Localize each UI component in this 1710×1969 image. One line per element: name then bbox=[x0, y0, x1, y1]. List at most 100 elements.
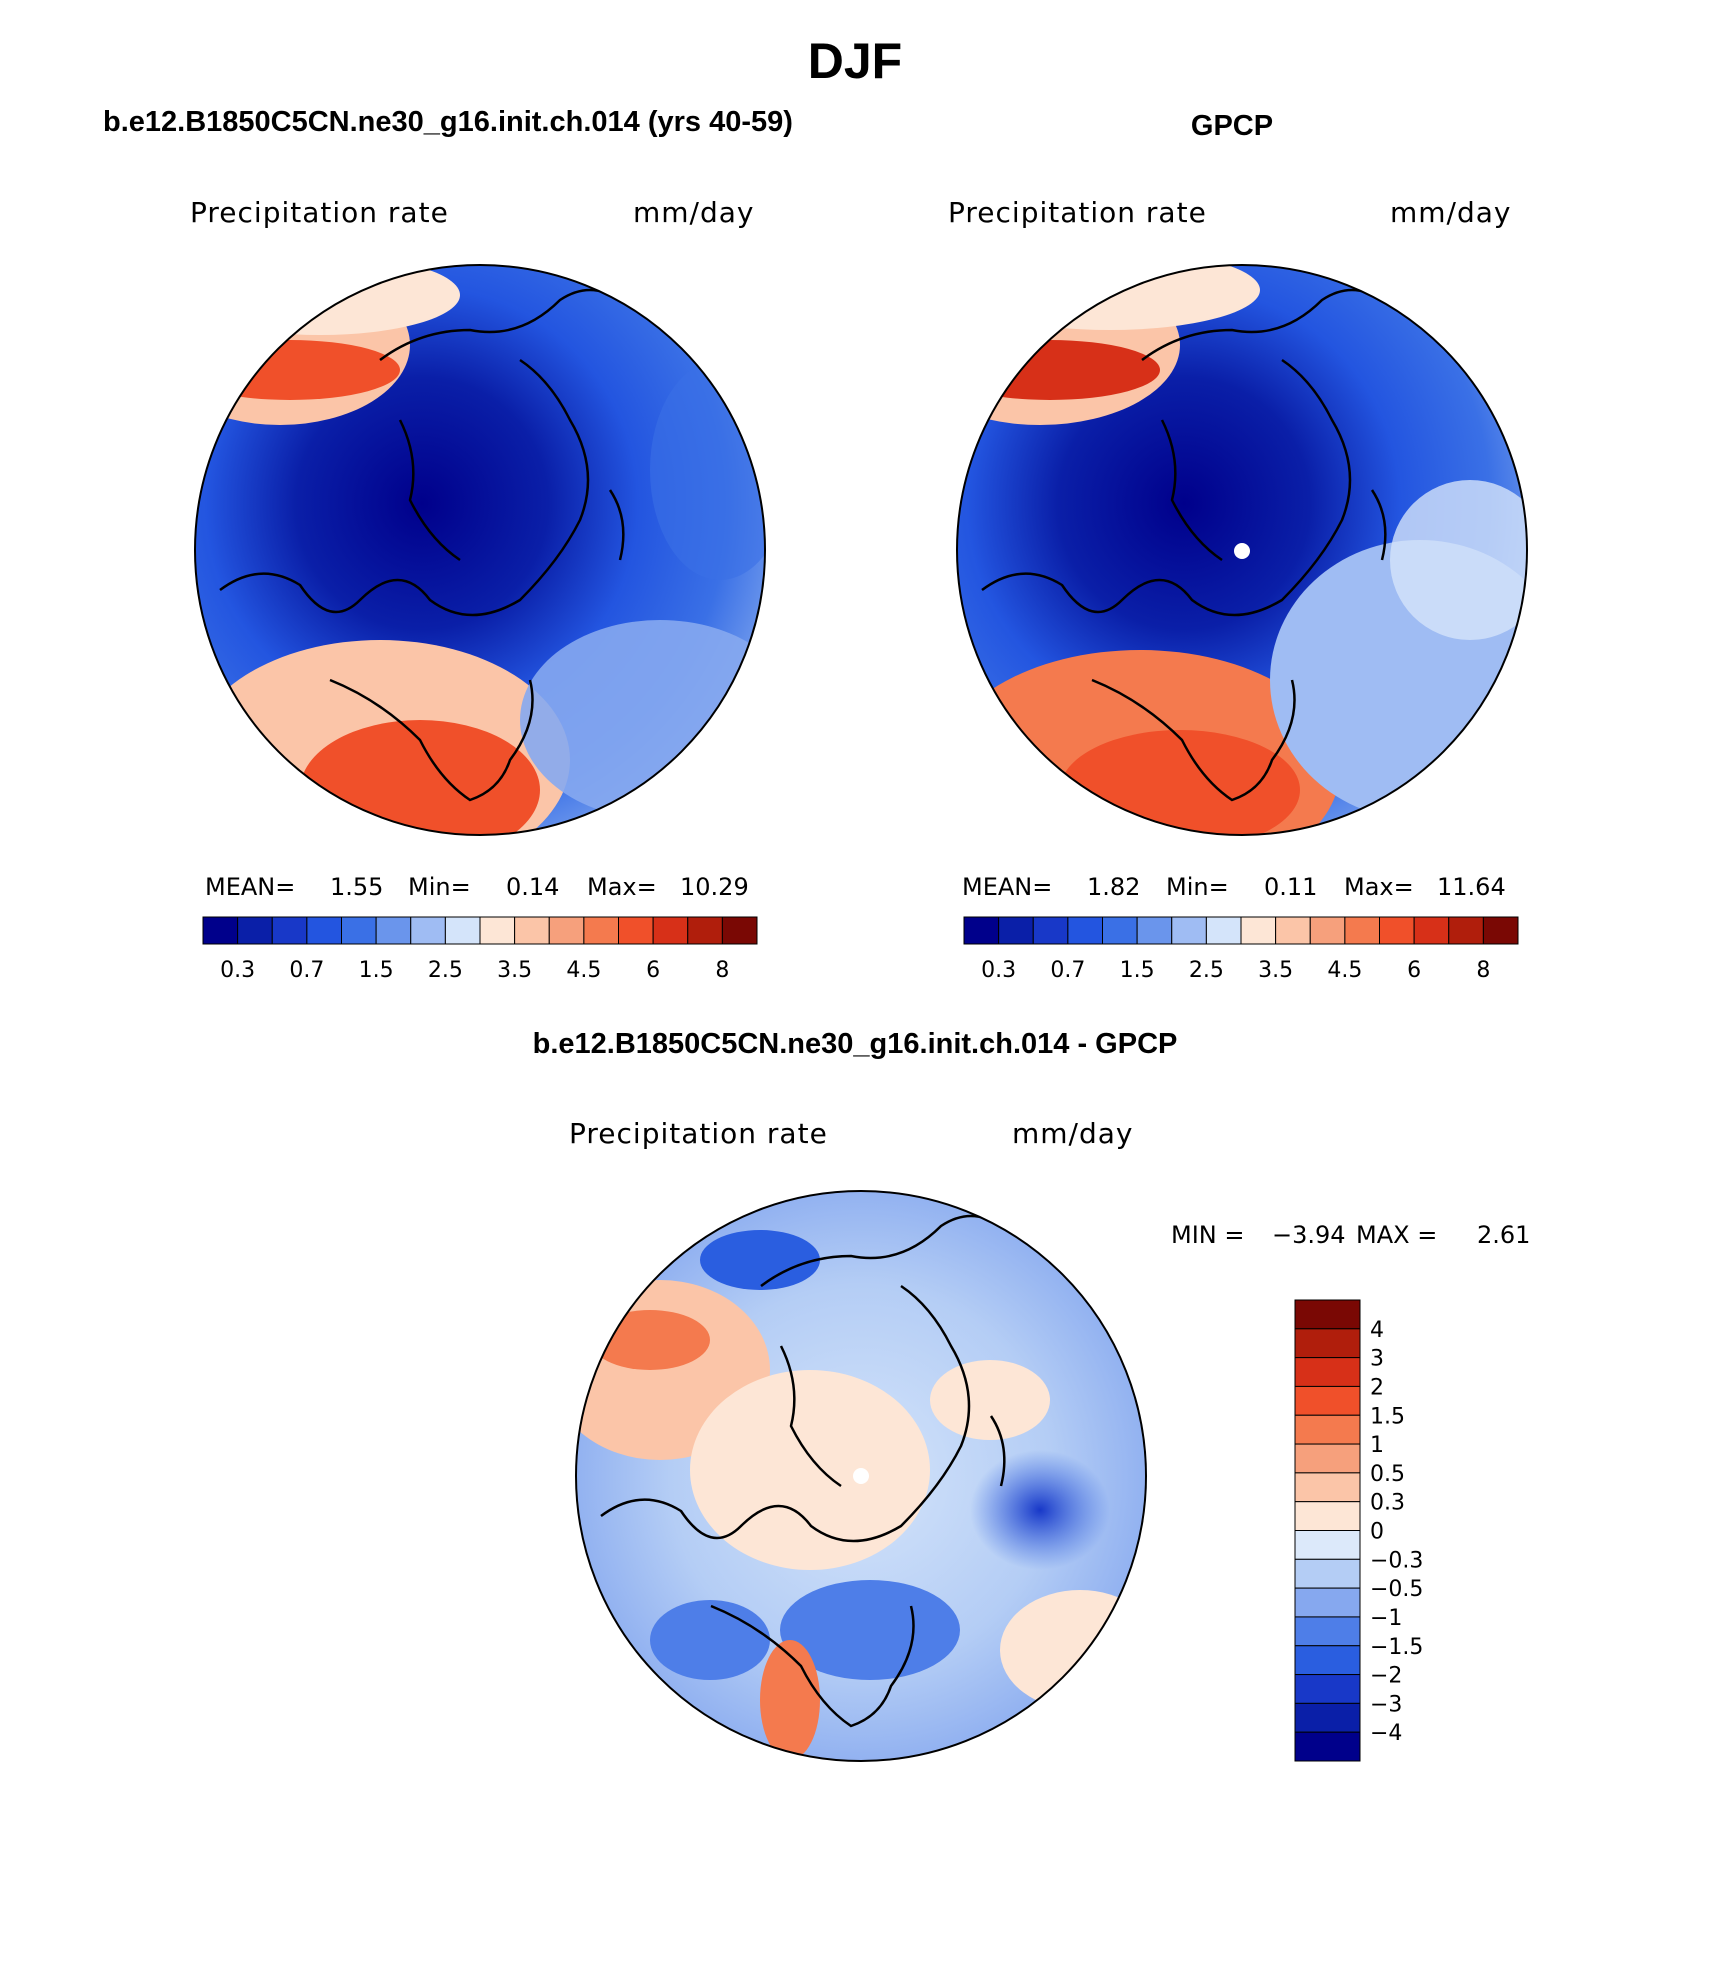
panel-2-pole-marker bbox=[1234, 543, 1250, 559]
panel-2-colorbar-tick-label: 0.7 bbox=[1050, 958, 1085, 983]
panel-3-colorbar-tick-label: 2 bbox=[1370, 1375, 1384, 1400]
panel-3-colorbar-tick-label: −4 bbox=[1370, 1721, 1402, 1746]
panel-1-colorbar-tick-label: 3.5 bbox=[497, 958, 532, 983]
panel-2-min-label: Min= bbox=[1166, 873, 1229, 901]
panel-2-colorbar-swatch bbox=[1413, 916, 1450, 945]
panel-3-colorbar-tick-label: 0 bbox=[1370, 1520, 1384, 1545]
panel-1-colorbar-swatch bbox=[687, 916, 723, 945]
panel-3-colorbar-swatch bbox=[1294, 1587, 1361, 1618]
panel-1-coastlines bbox=[219, 288, 625, 802]
panel-3-colorbar-swatch bbox=[1294, 1299, 1361, 1330]
panel-1-colorbar-swatch bbox=[375, 916, 412, 945]
panel-2-case-title: GPCP bbox=[1190, 110, 1274, 142]
panel-2-coastlines bbox=[981, 288, 1387, 802]
panel-1-colorbar-swatch bbox=[202, 916, 239, 945]
panel-3-colorbar-tick-label: 0.3 bbox=[1370, 1491, 1405, 1516]
panel-3-min-label: MIN = bbox=[1171, 1221, 1245, 1249]
panel-1-variable-label: Precipitation rate bbox=[190, 196, 449, 229]
panel-3-colorbar-tick-label: 0.5 bbox=[1370, 1462, 1405, 1487]
panel-1-max-label: Max= bbox=[587, 873, 657, 901]
panel-1-case-title: b.e12.B1850C5CN.ne30_g16.init.ch.014 (yr… bbox=[103, 106, 793, 138]
panel-2-colorbar-tick-label: 8 bbox=[1476, 958, 1490, 983]
panel-2-units-label: mm/day bbox=[1390, 196, 1512, 229]
panel-2-colorbar: 0.3 0.7 1.5 2.5 3.5 4.5 6 8 bbox=[963, 916, 1519, 983]
panel-3-min-value: −3.94 bbox=[1272, 1221, 1346, 1249]
panel-3-colorbar-swatch bbox=[1294, 1645, 1361, 1676]
panel-1-colorbar-tick-label: 0.7 bbox=[289, 958, 324, 983]
figure-title: DJF bbox=[807, 33, 903, 89]
panel-2-colorbar-tick-label: 0.3 bbox=[981, 958, 1016, 983]
panel-3-colorbar-swatch bbox=[1294, 1414, 1361, 1445]
panel-2-colorbar-swatch bbox=[1067, 916, 1103, 945]
panel-2-colorbar-swatch bbox=[1379, 916, 1415, 945]
panel-1-units-label: mm/day bbox=[633, 196, 755, 229]
panel-2-colorbar-swatch bbox=[1205, 916, 1242, 945]
panel-1-mean-label: MEAN= bbox=[205, 873, 296, 901]
panel-2-colorbar-tick-label: 1.5 bbox=[1120, 958, 1155, 983]
panel-3-colorbar-swatch bbox=[1294, 1616, 1361, 1647]
panel-2-colorbar-swatch bbox=[998, 916, 1034, 945]
panel-3-colorbar-swatch bbox=[1294, 1357, 1361, 1387]
panel-2-colorbar-swatch bbox=[1309, 916, 1346, 945]
panel-3-case-title: b.e12.B1850C5CN.ne30_g16.init.ch.014 - G… bbox=[532, 1028, 1178, 1060]
panel-3-colorbar-swatch bbox=[1294, 1674, 1361, 1704]
panel-3-colorbar: 4 3 2 1.5 1 0.5 0.3 0 −0.3 −0.5 −1 −1.5 −2 −3 −4 bbox=[1294, 1299, 1423, 1762]
panel-1-max-value: 10.29 bbox=[680, 873, 749, 901]
panel-3-coastlines bbox=[600, 1214, 1006, 1728]
panel-1-min-label: Min= bbox=[408, 873, 471, 901]
panel-1-colorbar-tick-label: 4.5 bbox=[566, 958, 601, 983]
panel-2-colorbar-swatch bbox=[1344, 916, 1380, 945]
panel-2-min-value: 0.11 bbox=[1264, 873, 1318, 901]
panel-1-colorbar-swatch bbox=[341, 916, 377, 945]
panel-3-colorbar-swatch bbox=[1294, 1501, 1361, 1531]
panel-3-colorbar-swatch bbox=[1294, 1702, 1361, 1733]
panel-2-mean-label: MEAN= bbox=[962, 873, 1053, 901]
panel-1-colorbar-swatch bbox=[721, 916, 758, 945]
panel-3-colorbar-swatch bbox=[1294, 1558, 1361, 1589]
panel-2-mean-value: 1.82 bbox=[1087, 873, 1141, 901]
panel-2-colorbar-swatch bbox=[1448, 916, 1484, 945]
panel-3-colorbar-tick-label: −0.5 bbox=[1370, 1577, 1423, 1602]
panel-1-colorbar-swatch bbox=[618, 916, 654, 945]
panel-2-max-value: 11.64 bbox=[1437, 873, 1506, 901]
panel-1-colorbar-swatch bbox=[306, 916, 342, 945]
panel-3-colorbar-swatch bbox=[1294, 1731, 1361, 1762]
panel-3-colorbar-tick-label: 1 bbox=[1370, 1433, 1384, 1458]
panel-2-colorbar-tick-label: 4.5 bbox=[1327, 958, 1362, 983]
panel-2-map bbox=[957, 265, 1527, 835]
panel-3-pole-marker bbox=[853, 1468, 869, 1484]
panel-1-colorbar-swatch bbox=[548, 916, 585, 945]
panel-2-colorbar-tick-label: 3.5 bbox=[1258, 958, 1293, 983]
panel-3-map-border bbox=[575, 1190, 1147, 1762]
panel-1-mean-value: 1.55 bbox=[330, 873, 384, 901]
panel-3-colorbar-swatch bbox=[1294, 1472, 1361, 1503]
panel-1-colorbar-swatch bbox=[514, 916, 550, 945]
panel-3-units-label: mm/day bbox=[1012, 1117, 1134, 1150]
panel-3-max-value: 2.61 bbox=[1477, 1221, 1531, 1249]
panel-3-colorbar-tick-label: −0.3 bbox=[1370, 1548, 1423, 1573]
panel-3-colorbar-tick-label: −3 bbox=[1370, 1692, 1402, 1717]
panel-1-colorbar-tick-label: 8 bbox=[715, 958, 729, 983]
panel-2-colorbar-swatch bbox=[1482, 916, 1519, 945]
panel-1-min-value: 0.14 bbox=[506, 873, 560, 901]
panel-2-colorbar-swatch bbox=[963, 916, 1000, 945]
panel-1-map bbox=[195, 265, 765, 835]
panel-3-colorbar-swatch bbox=[1294, 1328, 1361, 1359]
panel-1-colorbar-swatch bbox=[652, 916, 689, 945]
panel-1-colorbar-swatch bbox=[583, 916, 619, 945]
panel-3-colorbar-swatch bbox=[1294, 1443, 1361, 1474]
panel-3-colorbar-tick-label: 4 bbox=[1370, 1318, 1384, 1343]
panel-2-colorbar-swatch bbox=[1032, 916, 1069, 945]
panel-3-colorbar-tick-label: −1 bbox=[1370, 1606, 1402, 1631]
panel-2-colorbar-swatch bbox=[1102, 916, 1138, 945]
panel-1-colorbar-swatch bbox=[271, 916, 308, 945]
panel-2-map-border bbox=[956, 264, 1528, 836]
panel-2-colorbar-swatch bbox=[1275, 916, 1311, 945]
panel-3-colorbar-swatch bbox=[1294, 1530, 1361, 1560]
panel-1-colorbar-swatch bbox=[237, 916, 273, 945]
panel-2-colorbar-swatch bbox=[1136, 916, 1173, 945]
panel-3-colorbar-tick-label: 3 bbox=[1370, 1347, 1384, 1372]
panel-1-colorbar-tick-label: 6 bbox=[646, 958, 660, 983]
panel-2-max-label: Max= bbox=[1344, 873, 1414, 901]
